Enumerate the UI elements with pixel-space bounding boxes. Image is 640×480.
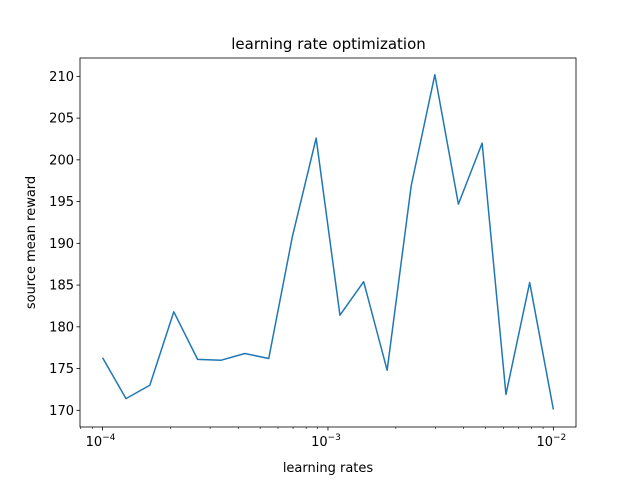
y-tick-label: 200 bbox=[49, 153, 74, 168]
x-tick-label-exponent: −3 bbox=[328, 433, 341, 443]
x-tick-label: 10−4 bbox=[86, 433, 116, 450]
x-tick-label-base: 10 bbox=[311, 435, 328, 450]
y-tick-label: 170 bbox=[49, 404, 74, 419]
x-axis: 10−4 10−3 10−2 bbox=[80, 427, 566, 450]
x-tick-label: 10−2 bbox=[536, 433, 566, 450]
x-tick-label: 10−3 bbox=[311, 433, 341, 450]
x-tick-label-base: 10 bbox=[536, 435, 553, 450]
x-tick-label-exponent: −2 bbox=[553, 433, 566, 443]
y-tick-label: 190 bbox=[49, 237, 74, 252]
y-tick-label: 195 bbox=[49, 195, 74, 210]
y-axis-label: source mean reward bbox=[24, 176, 39, 309]
series-layer bbox=[101, 73, 555, 410]
x-axis-label: learning rates bbox=[283, 461, 374, 476]
y-tick-label: 180 bbox=[49, 320, 74, 335]
x-tick-label-base: 10 bbox=[86, 435, 103, 450]
series-line bbox=[101, 73, 555, 410]
y-tick-label: 205 bbox=[49, 112, 74, 127]
y-tick-label: 175 bbox=[49, 362, 74, 377]
y-axis: 170 175 180 185 190 195 200 205 210 bbox=[49, 70, 80, 419]
y-tick-label: 185 bbox=[49, 279, 74, 294]
chart-title: learning rate optimization bbox=[231, 35, 426, 53]
y-tick-label: 210 bbox=[49, 70, 74, 85]
x-tick-label-exponent: −4 bbox=[102, 433, 116, 443]
